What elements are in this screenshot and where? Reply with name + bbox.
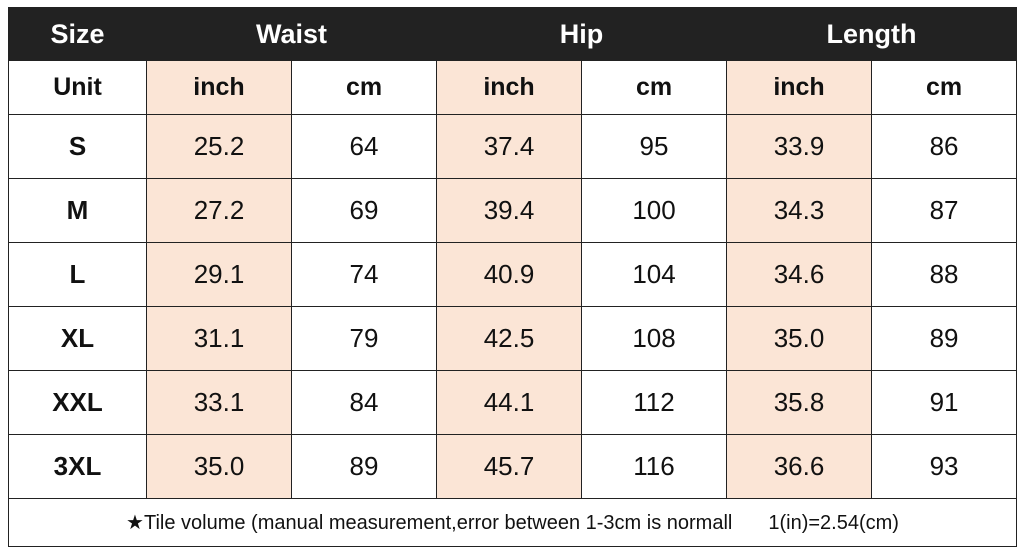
length-inch-cell: 36.6 — [726, 434, 873, 499]
length-unit-inch: inch — [726, 60, 873, 115]
unit-row: Unit inch cm inch cm inch cm — [8, 60, 1018, 115]
hip-cm-cell: 100 — [581, 178, 728, 243]
size-cell: M — [8, 178, 147, 243]
header-waist: Waist — [145, 7, 438, 61]
waist-cm-cell: 64 — [290, 114, 438, 179]
waist-unit-inch: inch — [146, 60, 292, 115]
waist-inch-cell: 29.1 — [146, 242, 292, 307]
length-cm-cell: 86 — [871, 114, 1018, 179]
hip-inch-cell: 37.4 — [436, 114, 583, 179]
table-row: S 25.2 64 37.4 95 33.9 86 — [8, 114, 1018, 179]
note-row: ★Tile volume (manual measurement,error b… — [7, 498, 1018, 547]
hip-inch-cell: 40.9 — [436, 242, 583, 307]
hip-cm-cell: 116 — [581, 434, 728, 499]
table-row: M 27.2 69 39.4 100 34.3 87 — [8, 178, 1018, 243]
header-row: Size Waist Hip Length — [8, 7, 1018, 61]
table-row: XL 31.1 79 42.5 108 35.0 89 — [8, 306, 1018, 371]
length-cm-cell: 91 — [871, 370, 1018, 435]
hip-unit-inch: inch — [436, 60, 583, 115]
waist-inch-cell: 35.0 — [146, 434, 292, 499]
length-inch-cell: 34.3 — [726, 178, 873, 243]
length-inch-cell: 33.9 — [726, 114, 873, 179]
hip-cm-cell: 112 — [581, 370, 728, 435]
length-unit-cm: cm — [871, 60, 1018, 115]
waist-inch-cell: 25.2 — [146, 114, 292, 179]
waist-inch-cell: 33.1 — [146, 370, 292, 435]
header-hip: Hip — [436, 7, 728, 61]
note-cell: ★Tile volume (manual measurement,error b… — [7, 498, 1018, 547]
waist-cm-cell: 84 — [290, 370, 438, 435]
hip-inch-cell: 39.4 — [436, 178, 583, 243]
size-cell: XXL — [8, 370, 147, 435]
table-row: L 29.1 74 40.9 104 34.6 88 — [8, 242, 1018, 307]
size-cell: XL — [8, 306, 147, 371]
waist-inch-cell: 31.1 — [146, 306, 292, 371]
conversion-ratio: 1(in)=2.54(cm) — [768, 512, 899, 534]
header-length: Length — [726, 7, 1018, 61]
hip-inch-cell: 45.7 — [436, 434, 583, 499]
hip-unit-cm: cm — [581, 60, 728, 115]
table-row: 3XL 35.0 89 45.7 116 36.6 93 — [8, 434, 1018, 499]
waist-cm-cell: 79 — [290, 306, 438, 371]
waist-cm-cell: 69 — [290, 178, 438, 243]
size-cell: 3XL — [8, 434, 147, 499]
length-cm-cell: 93 — [871, 434, 1018, 499]
hip-inch-cell: 42.5 — [436, 306, 583, 371]
hip-cm-cell: 104 — [581, 242, 728, 307]
hip-inch-cell: 44.1 — [436, 370, 583, 435]
hip-cm-cell: 95 — [581, 114, 728, 179]
waist-inch-cell: 27.2 — [146, 178, 292, 243]
size-table: Size Waist Hip Length Unit inch cm inch … — [7, 7, 1018, 547]
table-row: XXL 33.1 84 44.1 112 35.8 91 — [8, 370, 1018, 435]
size-cell: L — [8, 242, 147, 307]
length-cm-cell: 89 — [871, 306, 1018, 371]
length-cm-cell: 87 — [871, 178, 1018, 243]
size-chart: Size Waist Hip Length Unit inch cm inch … — [7, 7, 1018, 552]
hip-cm-cell: 108 — [581, 306, 728, 371]
note-text: ★Tile volume (manual measurement,error b… — [126, 512, 733, 534]
header-size: Size — [8, 7, 147, 61]
length-inch-cell: 35.8 — [726, 370, 873, 435]
unit-label: Unit — [8, 60, 147, 115]
size-cell: S — [8, 114, 147, 179]
waist-cm-cell: 89 — [290, 434, 438, 499]
length-inch-cell: 35.0 — [726, 306, 873, 371]
length-inch-cell: 34.6 — [726, 242, 873, 307]
waist-unit-cm: cm — [290, 60, 438, 115]
length-cm-cell: 88 — [871, 242, 1018, 307]
waist-cm-cell: 74 — [290, 242, 438, 307]
